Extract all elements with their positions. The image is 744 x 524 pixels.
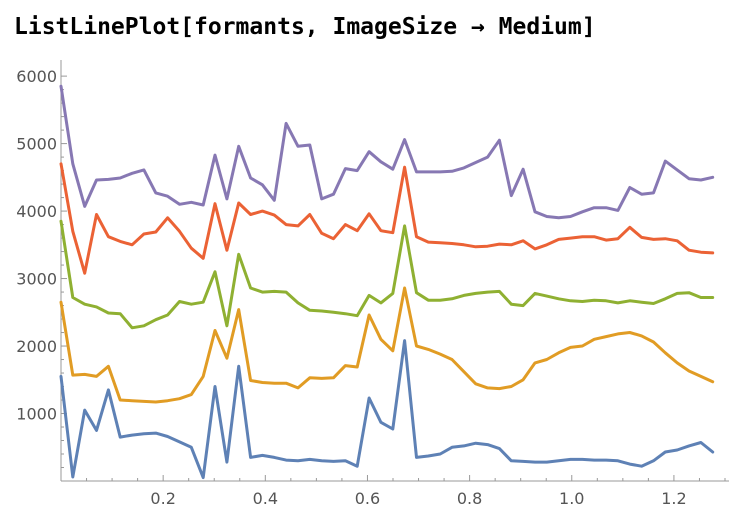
y-tick-label: 3000: [16, 270, 57, 289]
y-tick-label: 1000: [16, 405, 57, 424]
x-tick-label: 1.2: [661, 489, 686, 508]
y-tick-label: 5000: [16, 135, 57, 154]
x-tick-label: 0.4: [253, 489, 278, 508]
series-line-5: [59, 84, 715, 220]
series-group: [59, 84, 715, 480]
input-expression[interactable]: ListLinePlot[formants, ImageSize → Mediu…: [14, 14, 596, 40]
y-tick-label: 2000: [16, 337, 57, 356]
x-tick-label: 0.2: [150, 489, 175, 508]
x-tick-label: 1.0: [559, 489, 584, 508]
series-line-2: [59, 286, 715, 404]
x-tick-label: 0.6: [355, 489, 380, 508]
series-line-1: [59, 339, 715, 480]
series-line-4: [59, 162, 715, 275]
tick-labels: 0.2 0.4 0.6 0.8 1.0 1.2 1000 2000 3000 4000 5000 60…: [16, 67, 686, 508]
y-tick-label: 4000: [16, 202, 57, 221]
x-tick-label: 0.8: [457, 489, 482, 508]
series-line-3: [59, 219, 715, 330]
y-tick-label: 6000: [16, 67, 57, 86]
axes: [60, 60, 729, 482]
